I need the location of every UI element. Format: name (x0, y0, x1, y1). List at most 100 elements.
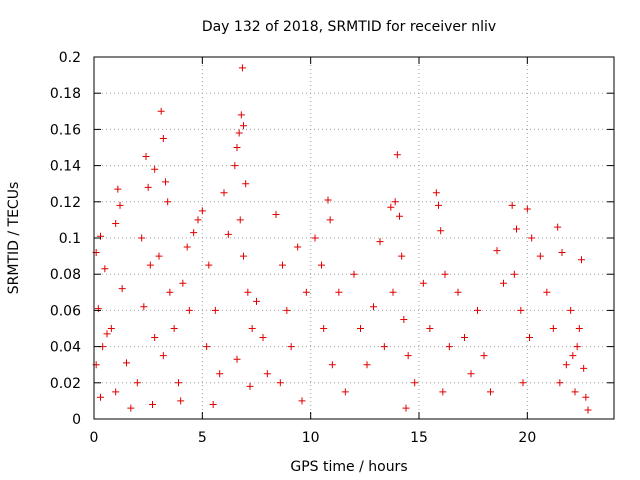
data-point (242, 180, 250, 188)
data-point (287, 343, 295, 351)
data-point (575, 325, 583, 332)
data-point (487, 388, 494, 396)
data-point (246, 382, 254, 390)
data-point (97, 393, 104, 401)
data-point (127, 404, 135, 412)
y-tick-label: 0.1 (59, 231, 81, 247)
data-point (185, 306, 193, 314)
data-point (437, 227, 445, 235)
data-point (445, 343, 453, 351)
data-point (439, 388, 447, 396)
data-point (580, 364, 588, 372)
data-point (380, 343, 388, 351)
data-point (144, 183, 152, 191)
data-point (294, 243, 302, 251)
data-point (233, 144, 241, 151)
data-point (328, 361, 336, 369)
data-point (393, 151, 401, 159)
data-point (194, 216, 202, 224)
data-point (259, 334, 267, 342)
data-point (387, 203, 395, 211)
data-point (177, 397, 185, 405)
data-point (335, 288, 343, 296)
data-point (578, 256, 585, 264)
data-point (238, 64, 246, 72)
data-point (318, 261, 325, 269)
data-point (526, 334, 533, 342)
data-point (140, 303, 148, 311)
data-point (426, 325, 434, 332)
data-point (116, 201, 124, 209)
data-point (272, 210, 280, 218)
data-point (571, 388, 579, 396)
data-point (103, 330, 111, 338)
data-point (480, 352, 488, 360)
data-point (94, 305, 102, 313)
data-point (162, 178, 169, 186)
data-point (500, 279, 507, 287)
data-point (101, 265, 109, 273)
data-point (510, 270, 518, 278)
data-point (240, 252, 247, 260)
data-point (320, 325, 328, 332)
x-tick-label: 15 (410, 430, 428, 446)
data-point (554, 223, 562, 231)
data-point (179, 279, 187, 287)
data-point (311, 234, 319, 242)
data-point (236, 216, 244, 224)
data-point (231, 162, 239, 170)
data-point (142, 153, 150, 161)
data-point (523, 205, 531, 213)
data-point (220, 189, 228, 197)
data-point (441, 270, 449, 278)
data-point (97, 232, 104, 240)
data-point (279, 261, 286, 269)
data-point (376, 238, 384, 246)
data-point (400, 315, 408, 323)
data-point (107, 325, 115, 332)
data-point (508, 201, 516, 209)
data-point (157, 107, 165, 115)
axis-ticks: 0 0.02 0.04 0.06 0.08 0.1 0.12 0.14 0.16 0.18 0.2 0… (50, 50, 614, 446)
x-tick-label: 20 (518, 430, 536, 446)
data-point (326, 216, 334, 224)
data-point (198, 207, 206, 215)
y-tick-label: 0.02 (50, 376, 81, 392)
x-tick-label: 5 (198, 430, 207, 446)
data-point (233, 355, 241, 363)
y-tick-label: 0.2 (59, 50, 81, 66)
data-point (164, 198, 172, 206)
data-point (205, 261, 213, 269)
data-point (224, 230, 232, 238)
data-point (341, 388, 349, 396)
data-point (357, 325, 364, 332)
data-point (549, 325, 557, 332)
y-tick-label: 0 (72, 412, 81, 428)
data-point (302, 288, 310, 296)
data-point (404, 352, 412, 360)
data-point (569, 352, 577, 360)
y-axis-label: SRMTID / TECUs (6, 182, 22, 295)
data-point (543, 288, 551, 296)
data-point (133, 379, 141, 387)
data-point (211, 306, 219, 314)
data-point (112, 220, 120, 228)
data-point (151, 165, 159, 173)
y-tick-label: 0.12 (50, 195, 81, 211)
data-point (216, 370, 224, 378)
data-point (203, 343, 211, 351)
data-point (558, 248, 566, 256)
data-point (350, 270, 358, 278)
data-point (402, 404, 410, 412)
data-point (582, 393, 590, 401)
data-points (92, 64, 592, 414)
y-tick-label: 0.04 (50, 340, 81, 356)
x-tick-label: 0 (90, 430, 99, 446)
x-tick-label: 10 (302, 430, 320, 446)
data-point (493, 247, 501, 255)
data-point (166, 288, 174, 296)
data-point (517, 306, 525, 314)
data-point (276, 379, 284, 387)
data-point (146, 261, 154, 269)
